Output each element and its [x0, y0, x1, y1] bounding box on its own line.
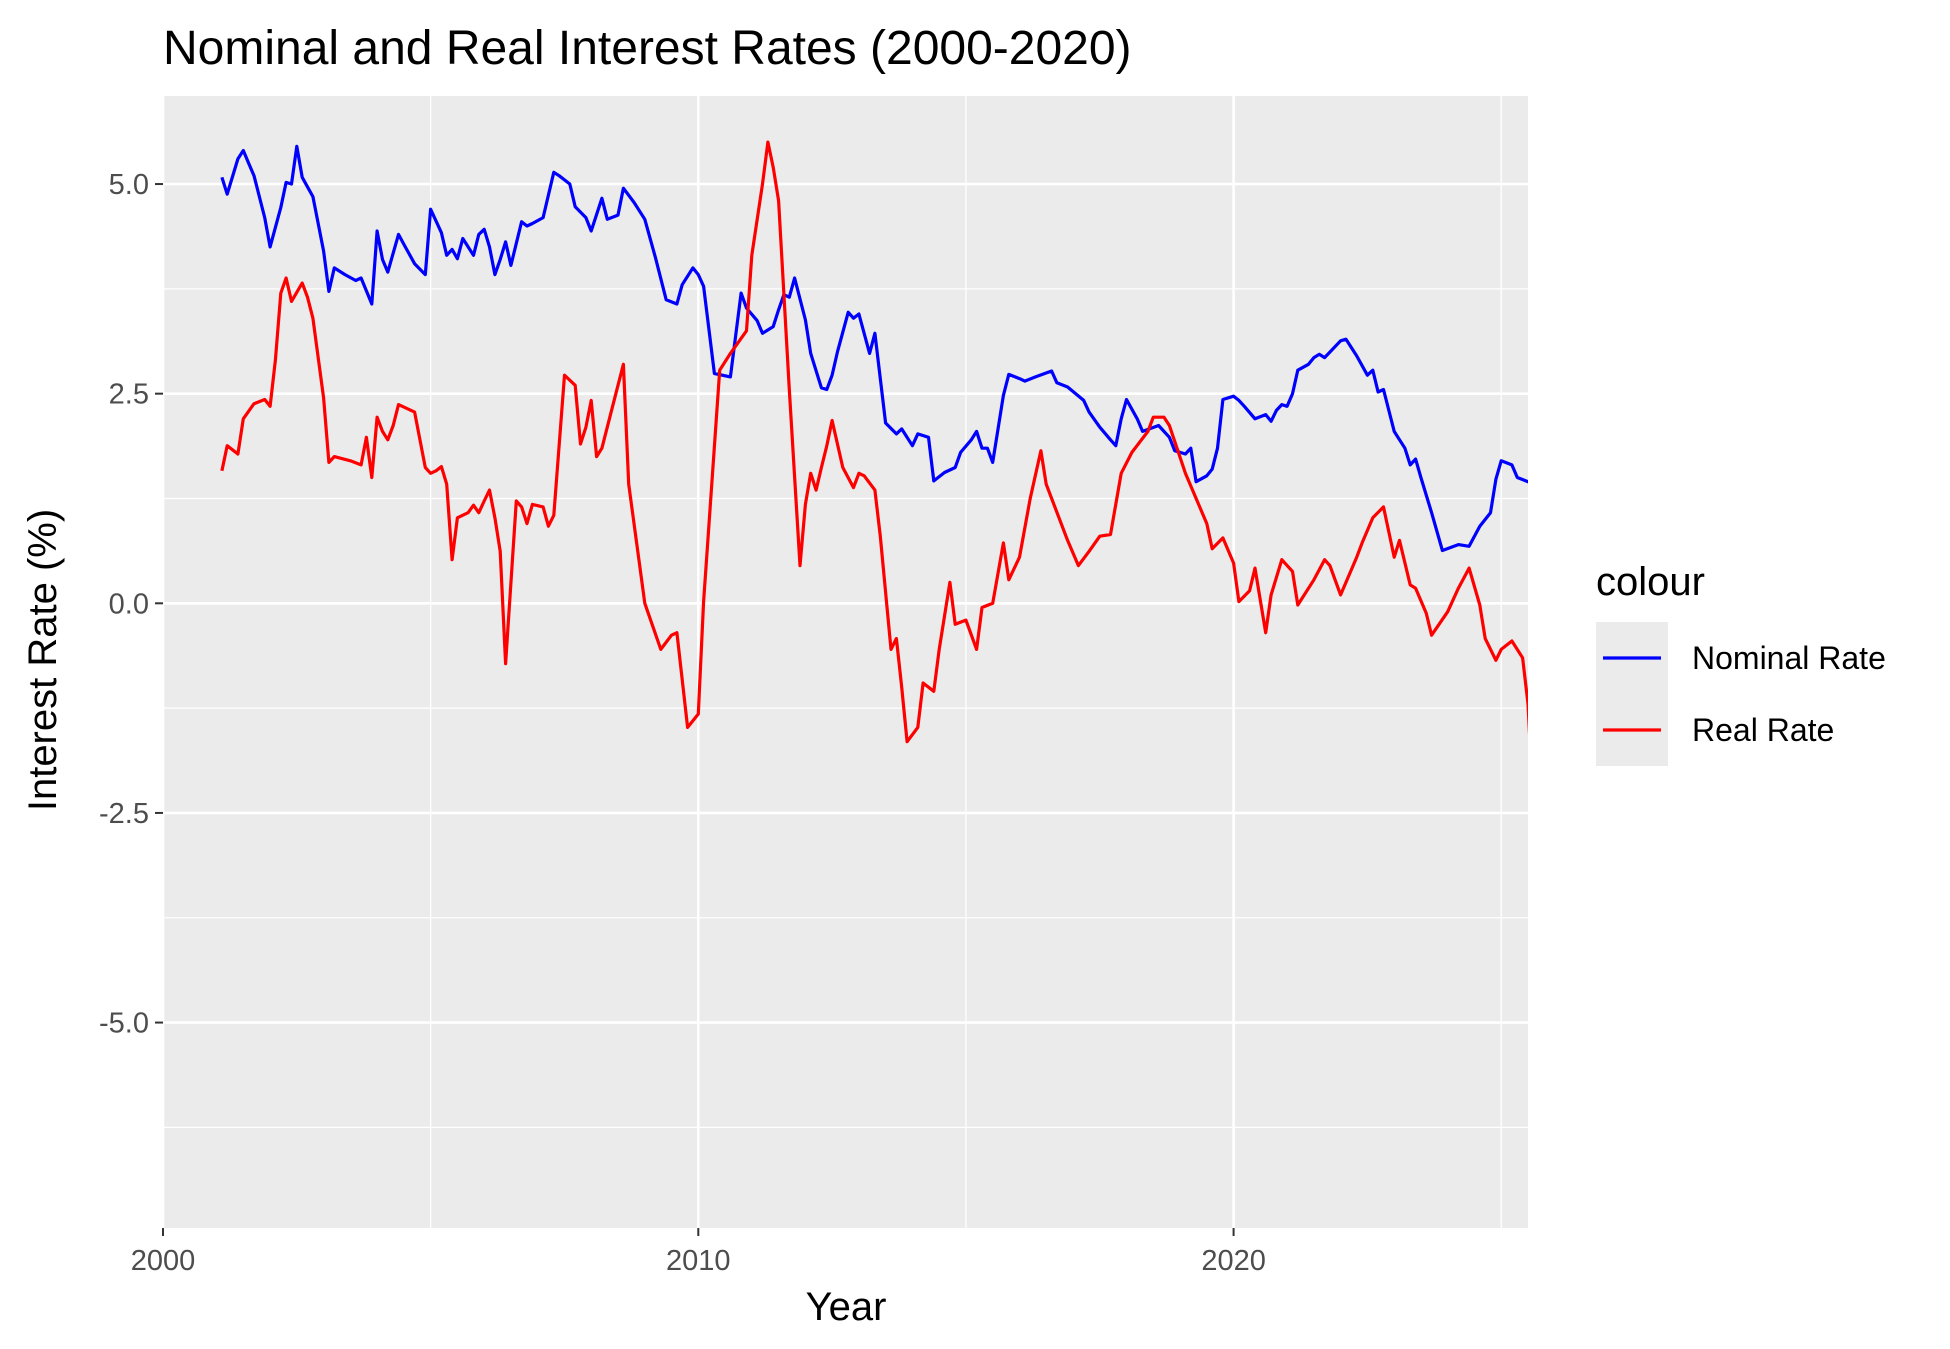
y-tick-label: -5.0: [99, 1008, 149, 1040]
x-axis-title: Year: [806, 1285, 887, 1329]
minor-gridlines: [163, 96, 1528, 1228]
y-axis-title: Interest Rate (%): [21, 509, 65, 811]
x-tick-label: 2020: [1201, 1245, 1266, 1277]
x-tick-label: 2000: [131, 1245, 196, 1277]
series-lines: [220, 140, 1528, 744]
series-line-nominal-rate: [220, 144, 1528, 553]
y-axis: 5.0 2.5 0.0 -2.5 -5.0: [99, 169, 163, 1040]
y-tick-label: 5.0: [109, 169, 149, 201]
chart-title: Nominal and Real Interest Rates (2000-20…: [163, 22, 1132, 75]
plot-panel: [163, 96, 1528, 1228]
legend-title: colour: [1596, 560, 1705, 604]
y-tick-label: 2.5: [109, 379, 149, 411]
legend-label: Real Rate: [1692, 712, 1834, 748]
legend: colour Nominal Rate Real Rate: [1596, 560, 1886, 766]
y-tick-label: -2.5: [99, 798, 149, 830]
legend-key-background: [1596, 622, 1668, 766]
series-line-real-rate: [220, 140, 1528, 744]
x-axis: 2000 2010 2020: [131, 1228, 1266, 1277]
legend-label: Nominal Rate: [1692, 640, 1886, 676]
y-tick-label: 0.0: [109, 588, 149, 620]
x-tick-label: 2010: [666, 1245, 731, 1277]
legend-entries: Nominal Rate Real Rate: [1603, 640, 1886, 748]
